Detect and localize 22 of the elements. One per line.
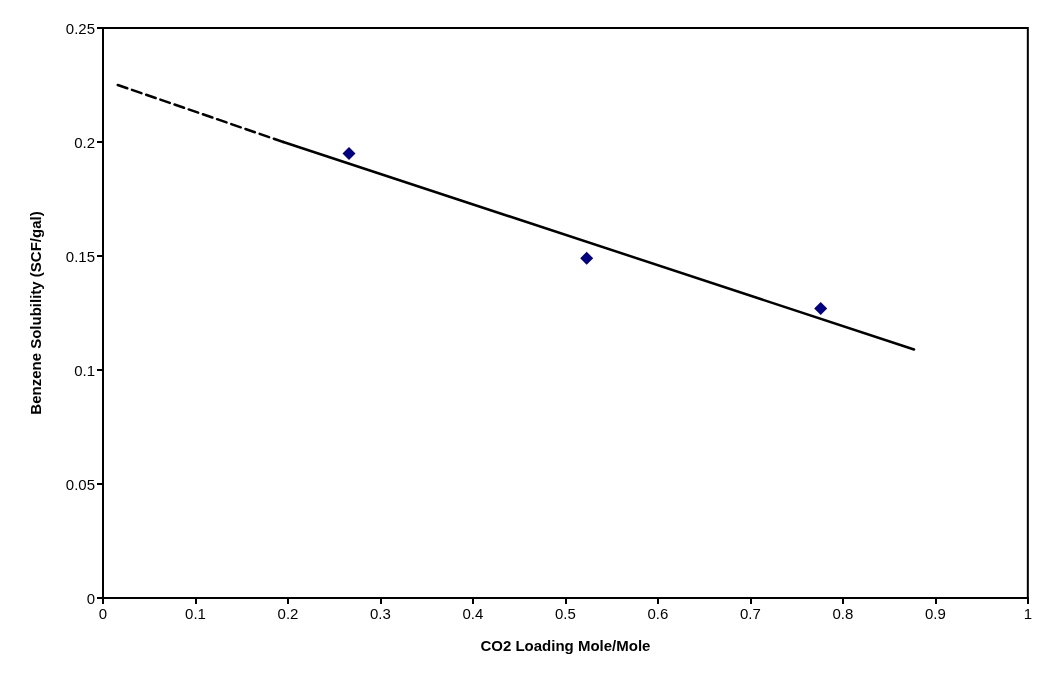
x-tick-label: 0.1 — [185, 605, 206, 622]
x-tick-label: 1 — [1023, 605, 1032, 622]
x-tick-label: 0.7 — [739, 605, 761, 622]
x-tick-label: 0.3 — [370, 605, 391, 622]
x-tick-label: 0.5 — [554, 605, 576, 622]
x-tick-label: 0.8 — [832, 605, 854, 622]
y-tick-label: 0.15 — [65, 247, 95, 265]
x-tick-label: 0.9 — [924, 605, 946, 622]
y-tick-label: 0.25 — [65, 19, 95, 37]
y-tick-label: 0 — [86, 589, 95, 607]
x-tick-label: 0.2 — [277, 605, 299, 622]
point — [580, 251, 594, 265]
x-tick-label: 0.6 — [647, 605, 669, 622]
y-axis-title: Benzene Solubility (SCF/gal) — [27, 211, 44, 415]
point — [814, 301, 828, 315]
x-tick-label: 0 — [98, 605, 108, 622]
y-tick-label: 0.1 — [74, 361, 95, 379]
x-tick-label: 0.4 — [462, 605, 484, 622]
y-tick-label: 0.2 — [74, 133, 95, 151]
point — [342, 146, 356, 160]
y-tick-label: 0.05 — [65, 475, 95, 493]
x-axis-title: CO2 Loading Mole/Mole — [480, 637, 651, 654]
